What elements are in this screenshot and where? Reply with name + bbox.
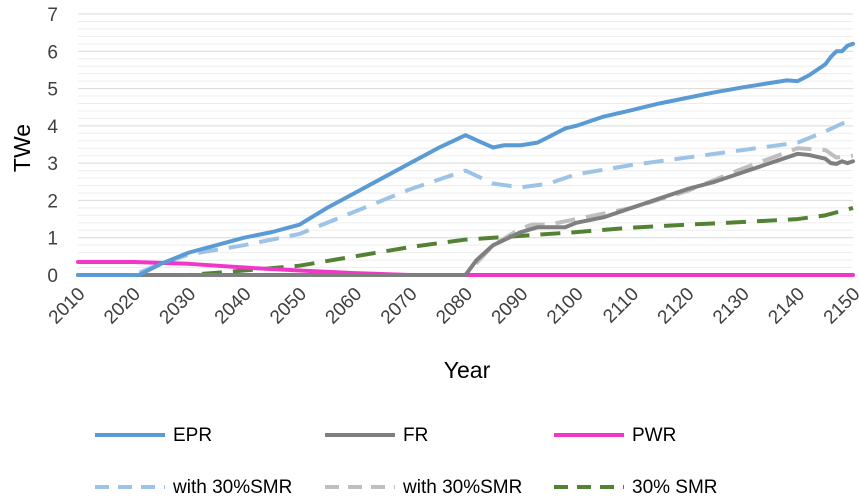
legend-label: 30% SMR — [632, 477, 718, 498]
series-line-3 — [78, 116, 854, 277]
legend-label: PWR — [632, 425, 676, 446]
x-tick-label: 2120 — [654, 284, 699, 329]
y-tick-label: 6 — [47, 42, 58, 63]
x-tick-label: 2110 — [599, 284, 643, 328]
series-line-1 — [76, 151, 855, 277]
y-tick-label: 7 — [47, 5, 58, 26]
x-tick-label: 2150 — [820, 284, 859, 329]
grid — [78, 13, 853, 276]
x-tick-label: 2080 — [432, 284, 477, 329]
x-axis-ticks: 2010 2020 2030 2040 2050 2060 2070 2080 2090 2100… — [45, 284, 859, 329]
x-tick-label: 2010 — [45, 284, 90, 329]
x-axis-title: Year — [444, 357, 491, 383]
x-tick-label: 2130 — [709, 284, 754, 329]
x-tick-label: 2050 — [266, 284, 311, 329]
x-tick-label: 2060 — [322, 284, 367, 329]
x-tick-label: 2020 — [100, 284, 145, 329]
y-tick-label: 1 — [47, 229, 58, 250]
y-axis-ticks: 0 1 2 3 4 5 6 7 — [47, 5, 58, 287]
series-line-0 — [76, 41, 855, 277]
y-tick-label: 0 — [47, 266, 58, 287]
x-tick-label: 2030 — [156, 284, 201, 329]
y-tick-label: 5 — [47, 80, 58, 101]
y-tick-label: 3 — [47, 154, 58, 175]
legend-label: with 30%SMR — [172, 477, 292, 498]
x-tick-label: 2090 — [488, 284, 533, 329]
legend-label: FR — [403, 425, 428, 446]
series-line-5 — [78, 205, 854, 277]
legend: EPR FR PWR with 30%SMR with 30%SMR 30% SMR — [95, 425, 718, 498]
legend-label: EPR — [173, 425, 212, 446]
x-tick-label: 2100 — [543, 284, 588, 329]
legend-label: with 30%SMR — [402, 477, 522, 498]
series-line-4 — [78, 146, 854, 277]
y-tick-label: 4 — [47, 117, 58, 138]
series-lines — [76, 41, 855, 277]
x-tick-label: 2140 — [764, 284, 809, 329]
x-tick-label: 2040 — [211, 284, 256, 329]
y-axis-title: TWe — [9, 124, 35, 172]
x-tick-label: 2070 — [377, 284, 422, 329]
y-tick-label: 2 — [47, 191, 58, 212]
